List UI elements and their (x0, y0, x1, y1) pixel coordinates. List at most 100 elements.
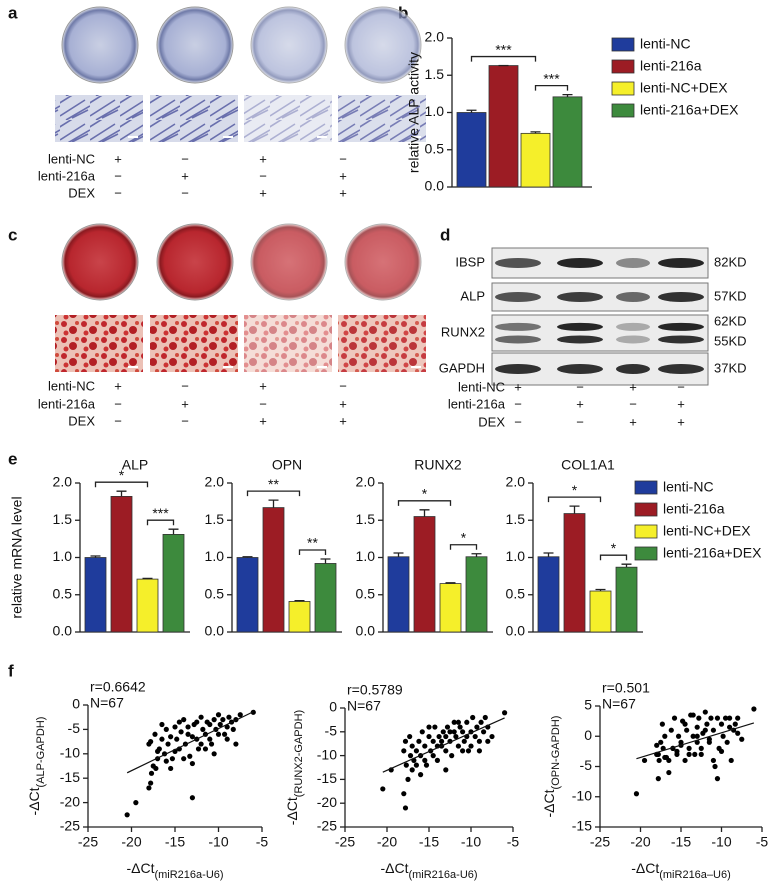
treatment-sign: + (339, 185, 347, 200)
bar (563, 513, 586, 633)
y-tick-label: 1.0 (205, 548, 225, 564)
y-axis-label: -ΔCt(RUNX2-GAPDH) (284, 710, 305, 825)
point (165, 741, 171, 747)
x-tick-label: -5 (507, 834, 520, 850)
point (418, 772, 424, 778)
point (215, 731, 222, 737)
treatment-sign: − (339, 151, 347, 166)
point (468, 743, 474, 749)
well-image (344, 6, 422, 84)
point (211, 717, 217, 723)
category-title: OPN (272, 457, 302, 473)
y-tick-label: 0.0 (425, 178, 445, 194)
micrograph (338, 95, 426, 142)
point (478, 719, 484, 725)
panel-label: d (440, 225, 450, 244)
point (220, 717, 226, 723)
point (422, 757, 428, 763)
well-image (156, 223, 234, 301)
bar (615, 566, 638, 633)
blot-band (616, 322, 650, 331)
blot-strip (491, 314, 709, 352)
x-tick-label: -15 (165, 834, 185, 850)
y-tick-label: 0.5 (53, 585, 73, 601)
x-axis-label-sub: (miR216a–U6) (659, 869, 731, 881)
panel-label: e (8, 449, 17, 468)
y-tick-label: 5 (584, 697, 592, 713)
point (674, 748, 680, 754)
y-axis-label-sub: (OPN-GAPDH) (550, 716, 562, 790)
significance-label: *** (152, 505, 169, 521)
error-bar (242, 556, 253, 558)
point (728, 757, 734, 764)
error-bar (419, 509, 430, 517)
point (172, 724, 178, 730)
point (706, 736, 712, 742)
point (237, 712, 243, 718)
point (148, 780, 154, 786)
point (224, 736, 230, 742)
point (187, 753, 193, 759)
blot-band (616, 292, 650, 302)
y-tick-label: 1.5 (506, 511, 526, 527)
point (181, 756, 187, 762)
significance-label: ** (268, 476, 279, 492)
y-axis-label: relative mRNA level (9, 496, 25, 618)
point (464, 719, 470, 725)
blot-size: 82KD (714, 254, 747, 269)
point (702, 709, 708, 715)
point (460, 748, 466, 754)
legend-label: lenti-NC+DEX (663, 523, 751, 539)
blot-band (557, 292, 603, 302)
point (682, 721, 688, 727)
legend-swatch (611, 59, 635, 74)
y-tick-label: 1.5 (205, 511, 225, 527)
y-tick-label: -20 (317, 794, 337, 810)
y-tick-label: 0.0 (356, 623, 376, 639)
point (146, 741, 152, 747)
blot-band (495, 364, 541, 374)
point (211, 751, 217, 757)
x-axis-label: -ΔCt(miR216a-U6) (126, 860, 223, 881)
point (413, 748, 419, 754)
point (403, 762, 409, 768)
point (174, 736, 180, 742)
legend-label: lenti-NC (640, 36, 691, 52)
point (168, 734, 174, 740)
treatment-sign: + (259, 413, 267, 428)
point (200, 726, 206, 733)
bar (84, 557, 107, 633)
y-tick-label: -10 (317, 746, 337, 762)
y-tick-label: 2.0 (425, 29, 445, 45)
point (675, 733, 682, 739)
legend-label: lenti-216a (663, 501, 725, 517)
bar (136, 578, 159, 633)
error-bar (393, 552, 404, 557)
fit-line (382, 717, 505, 773)
point (722, 715, 729, 721)
point (710, 727, 717, 733)
legend-swatch (611, 81, 635, 96)
point (148, 770, 155, 776)
bar (537, 556, 560, 633)
point (666, 769, 672, 776)
point (443, 767, 449, 773)
blot-band (658, 364, 704, 374)
treatment-label: DEX (68, 185, 95, 200)
y-tick-label: -25 (60, 818, 80, 834)
point (714, 715, 721, 721)
treatment-sign: + (259, 378, 267, 393)
treatment-label: DEX (478, 414, 505, 429)
y-tick-label: 2.0 (53, 474, 73, 490)
point (194, 719, 200, 725)
point (704, 721, 710, 727)
treatment-sign: + (677, 396, 685, 411)
point (402, 738, 409, 744)
significance-label: * (422, 486, 428, 502)
significance-label: * (611, 540, 617, 556)
y-tick-label: -5 (325, 723, 338, 739)
legend-swatch (611, 103, 635, 118)
point (198, 714, 204, 720)
point (690, 733, 696, 739)
point (662, 733, 668, 739)
